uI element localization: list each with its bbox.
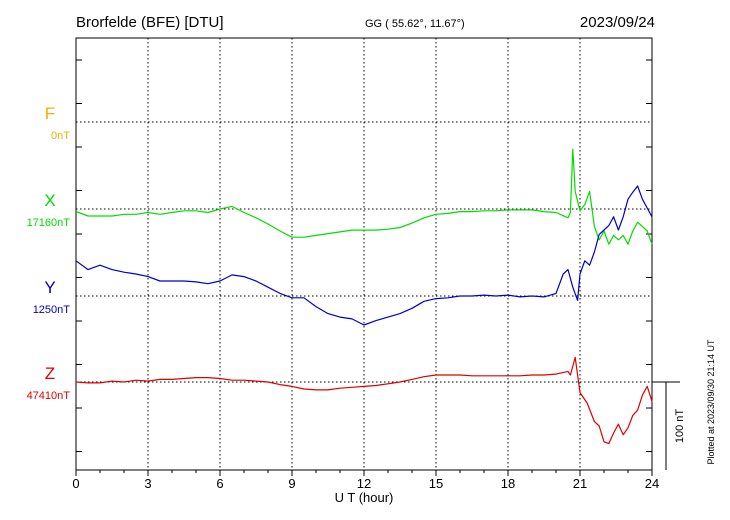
chart-date: 2023/09/24: [580, 14, 655, 31]
panel-z: Z 47410nT: [27, 356, 653, 445]
baseline-label: 0nT: [51, 130, 70, 142]
baseline-label: 17160nT: [27, 217, 71, 229]
x-tick-label: 21: [573, 476, 587, 491]
series-line-y: [75, 185, 653, 326]
x-tick-label: 15: [429, 476, 443, 491]
component-label: Z: [45, 364, 55, 383]
x-tick-label: 24: [645, 476, 659, 491]
x-tick-label: 6: [216, 476, 223, 491]
panel-x: X 17160nT: [27, 148, 653, 245]
station-title: Brorfelde (BFE) [DTU]: [76, 14, 224, 31]
x-tick-label: 0: [72, 476, 79, 491]
baseline-label: 1250nT: [33, 304, 71, 316]
x-tick-label: 3: [144, 476, 151, 491]
component-label: X: [44, 191, 55, 210]
x-tick-label: 9: [288, 476, 295, 491]
scale-bar-label: 100 nT: [674, 409, 686, 444]
x-tick-label: 12: [357, 476, 371, 491]
baseline-label: 47410nT: [27, 390, 71, 402]
component-panels: F 0nT X 17160nT Y 1250nT Z 47410nT: [27, 104, 653, 445]
panel-f: F 0nT: [45, 104, 70, 142]
grid-lines: [76, 38, 652, 470]
x-tick-label: 18: [501, 476, 515, 491]
plotted-at-note: Plotted at 2023/09/30 21:14 UT: [706, 339, 716, 465]
panel-y: Y 1250nT: [33, 185, 653, 326]
series-line-z: [75, 356, 653, 445]
axis-ticks: [75, 59, 653, 476]
x-tick-labels: 0 3 6 9 12 15 18 21 24: [72, 476, 659, 491]
series-line-x: [75, 148, 653, 245]
component-label: Y: [44, 278, 55, 297]
x-axis-label: U T (hour): [335, 490, 394, 505]
scale-bar: 100 nT: [652, 381, 686, 470]
station-coords: GG ( 55.62°, 11.67°): [365, 18, 465, 30]
component-label: F: [45, 104, 55, 123]
